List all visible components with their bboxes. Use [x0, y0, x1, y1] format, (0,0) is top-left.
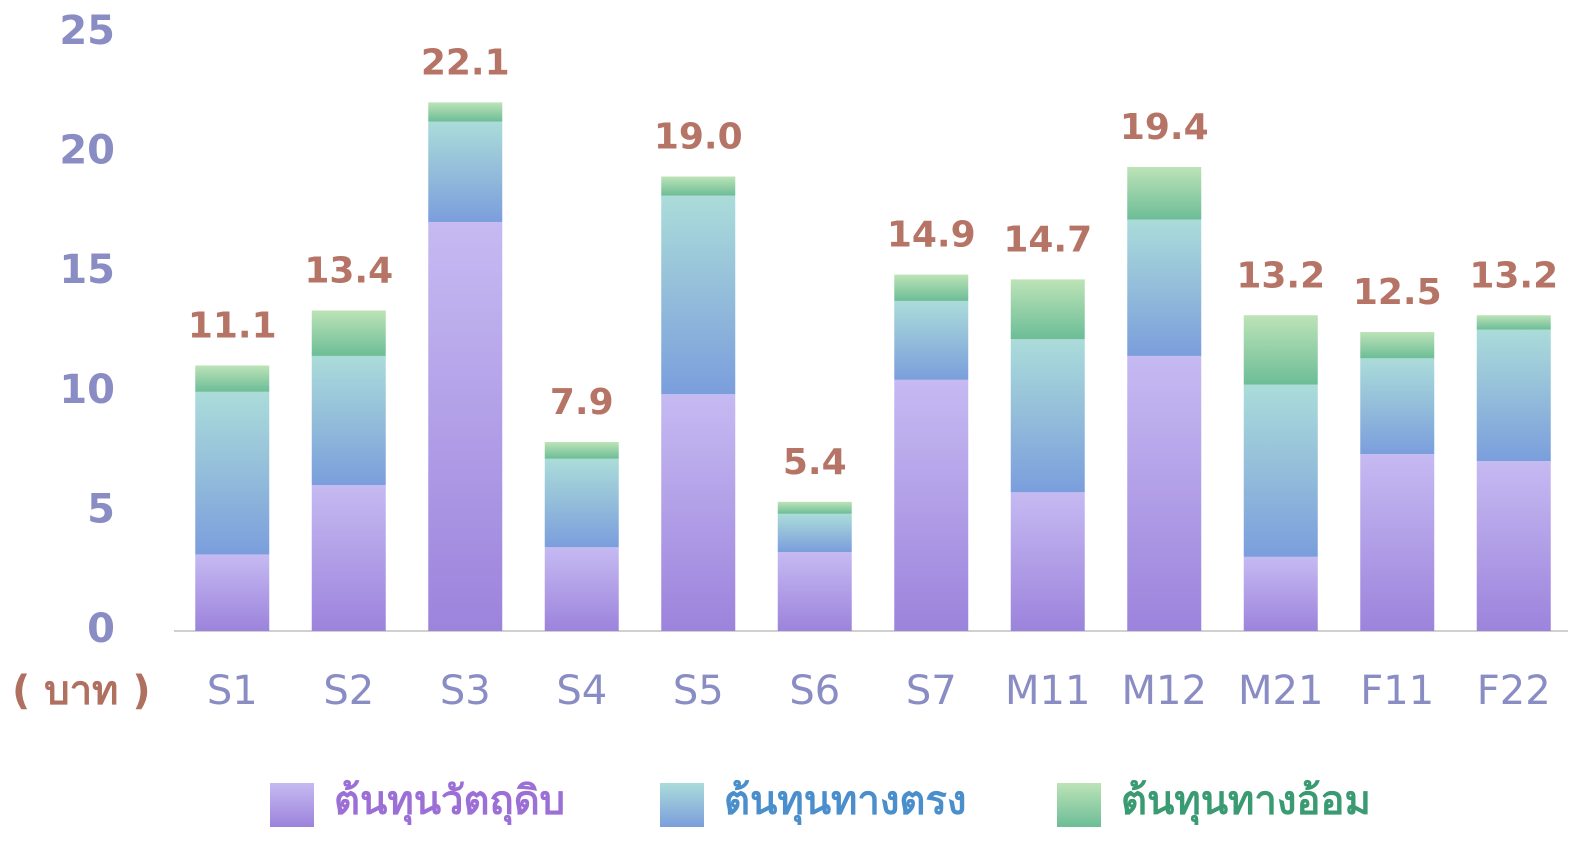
total-label: 14.7 — [1003, 219, 1092, 260]
bar-segment — [544, 547, 619, 631]
total-label: 22.1 — [421, 42, 510, 83]
x-tick-label: F22 — [1477, 668, 1551, 714]
x-tick-label: M11 — [1005, 668, 1090, 714]
y-tick-label: 5 — [87, 486, 115, 532]
bar-segment — [311, 485, 386, 631]
bar-segment — [1127, 219, 1202, 356]
total-label: 13.2 — [1469, 255, 1558, 296]
bar-segment — [311, 310, 386, 356]
bar-segment — [777, 552, 852, 631]
y-tick-label: 15 — [59, 247, 115, 293]
bar-segment — [1243, 556, 1318, 631]
bar-segment — [1476, 461, 1551, 631]
bar-segment — [1010, 279, 1085, 340]
x-tick-label: M12 — [1122, 668, 1207, 714]
x-tick-label: S5 — [673, 668, 724, 714]
total-label: 12.5 — [1353, 272, 1442, 313]
bar-segment — [777, 513, 852, 553]
total-label: 14.9 — [887, 215, 976, 256]
bar-segment — [195, 391, 270, 555]
bar-segment — [661, 176, 736, 196]
x-tick-label: S1 — [207, 668, 258, 714]
bar-segment — [195, 554, 270, 631]
y-tick-label: 0 — [87, 606, 115, 652]
bar-segment — [428, 221, 503, 631]
x-tick-label: S2 — [323, 668, 374, 714]
y-tick-label: 20 — [59, 128, 115, 174]
legend-swatch — [270, 783, 314, 827]
bar-segment — [661, 195, 736, 395]
legend-label: ต้นทุนทางอ้อม — [1121, 778, 1371, 826]
x-tick-label: S4 — [556, 668, 607, 714]
total-label: 13.2 — [1236, 255, 1325, 296]
bar-segment — [894, 300, 969, 380]
bar-segment — [428, 102, 503, 122]
x-tick-label: F11 — [1360, 668, 1434, 714]
total-label: 19.4 — [1120, 107, 1209, 148]
bar-segment — [1360, 453, 1435, 631]
bar-segment — [1127, 166, 1202, 220]
legend-label: ต้นทุนทางตรง — [724, 778, 966, 826]
bar-segment — [544, 458, 619, 548]
y-axis-unit: ( บาท ) — [12, 668, 151, 714]
bar-segment — [894, 379, 969, 631]
legend-swatch — [660, 783, 704, 827]
y-tick-label: 10 — [59, 367, 115, 413]
bar-segment — [777, 501, 852, 514]
bar-segment — [661, 394, 736, 631]
total-label: 11.1 — [188, 305, 277, 346]
bar-segment — [428, 121, 503, 222]
bar-segment — [1360, 358, 1435, 454]
bar-segment — [1127, 355, 1202, 631]
bar-segment — [1010, 339, 1085, 493]
bar-segment — [1010, 492, 1085, 631]
total-label: 19.0 — [654, 117, 743, 158]
y-tick-label: 25 — [59, 8, 115, 54]
total-label: 5.4 — [783, 442, 847, 483]
bar-segment — [1476, 315, 1551, 330]
total-label: 13.4 — [304, 250, 393, 291]
total-label: 7.9 — [550, 382, 614, 423]
bar-segment — [311, 355, 386, 486]
bar-segment — [1243, 384, 1318, 557]
bar-segment — [195, 365, 270, 392]
x-tick-label: S7 — [906, 668, 957, 714]
bar-segment — [544, 442, 619, 459]
bar-segment — [1476, 329, 1551, 462]
x-tick-label: M21 — [1238, 668, 1323, 714]
legend-swatch — [1057, 783, 1101, 827]
bar-segment — [1243, 315, 1318, 385]
x-tick-label: S6 — [789, 668, 840, 714]
bar-segment — [894, 274, 969, 301]
x-tick-label: S3 — [440, 668, 491, 714]
bar-segment — [1360, 332, 1435, 359]
legend-label: ต้นทุนวัตถุดิบ — [334, 778, 565, 826]
